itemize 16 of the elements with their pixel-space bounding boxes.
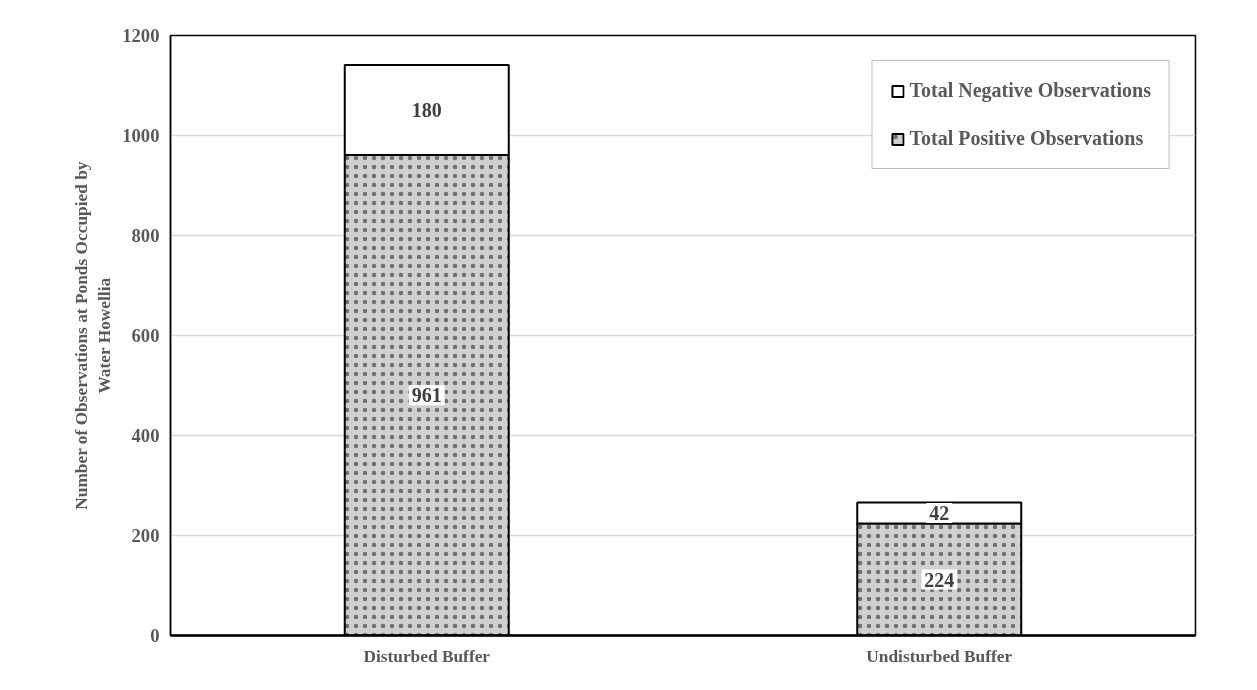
data-label: 42 [929, 502, 950, 524]
y-tick-label: 800 [131, 225, 160, 246]
data-label: 961 [411, 384, 442, 407]
y-tick-label: 600 [131, 325, 160, 346]
x-tick-label: Disturbed Buffer [363, 646, 491, 666]
legend-label: Total Negative Observations [909, 79, 1151, 102]
y-tick-label: 1000 [122, 125, 160, 146]
y-tick-label: 200 [131, 525, 160, 546]
x-tick-label: Undisturbed Buffer [866, 646, 1013, 666]
y-tick-label: 400 [131, 425, 160, 446]
y-tick-label: 0 [150, 625, 160, 646]
data-label: 224 [924, 568, 955, 591]
y-axis-title: Number of Observations at Ponds Occupied by Water Howellia [72, 161, 115, 510]
data-label: 180 [411, 99, 442, 121]
legend-label: Total Positive Observations [909, 127, 1144, 150]
y-tick-label: 1200 [122, 25, 160, 46]
